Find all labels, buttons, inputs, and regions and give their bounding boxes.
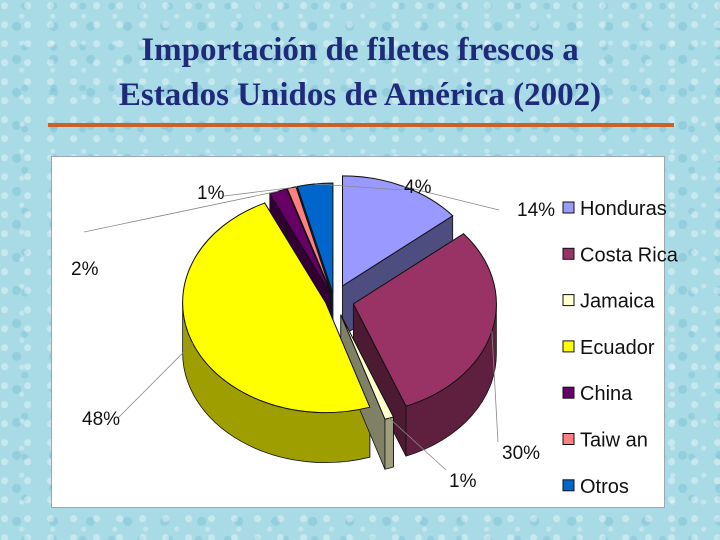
legend-label-taiw-an: Taiw an — [580, 430, 648, 452]
leader-line-jamaica — [388, 417, 447, 471]
title-divider — [48, 123, 674, 127]
leader-line-ecuador — [117, 342, 193, 419]
legend-swatch-ecuador — [562, 340, 575, 353]
pie-tops — [182, 175, 497, 420]
data-label-china: 2% — [71, 259, 99, 280]
leader-line-china — [83, 190, 279, 233]
legend-label-china: China — [580, 383, 633, 405]
leader-line-taiw-an — [223, 187, 292, 197]
slide-title: Importación de filetes frescos a Estados… — [0, 28, 720, 118]
leader-line-honduras — [403, 185, 500, 211]
slice-ecuador — [182, 202, 371, 414]
data-label-taiw-an: 1% — [197, 183, 225, 204]
legend-label-jamaica: Jamaica — [580, 291, 655, 313]
data-label-ecuador: 48% — [82, 409, 120, 430]
legend-swatch-honduras — [562, 201, 575, 214]
data-label-costa-rica: 30% — [502, 443, 540, 464]
slice-otros — [296, 182, 334, 294]
data-label-otros: 4% — [404, 177, 432, 198]
leader-line-costa-rica — [491, 331, 499, 443]
slide-title-line-2: Estados Unidos de América (2002) — [118, 77, 602, 113]
leader-line-otros — [314, 183, 403, 191]
data-labels: 14% 30% 1% 48% 2% 1% 4% — [71, 177, 555, 492]
legend-label-otros: Otros — [580, 476, 629, 498]
legend-swatch-taiw-an — [562, 433, 575, 445]
data-label-honduras: 14% — [517, 200, 555, 221]
legend-swatch-china — [562, 386, 575, 399]
slice-side-jamaica — [384, 416, 394, 470]
legend-swatch-costa-rica — [562, 247, 575, 260]
legend-swatch-otros — [562, 479, 575, 492]
legend-swatch-jamaica — [562, 294, 575, 307]
legend-label-costa-rica: Costa Rica — [580, 244, 679, 266]
legend-label-honduras: Honduras — [580, 198, 667, 220]
data-label-jamaica: 1% — [449, 471, 477, 492]
slice-honduras — [342, 175, 454, 287]
slide-title-line-1: Importación de filetes frescos a — [141, 32, 579, 68]
legend-label-ecuador: Ecuador — [580, 337, 655, 359]
legend: Honduras Costa Rica Jamaica Ecuador China Tai… — [562, 198, 679, 498]
